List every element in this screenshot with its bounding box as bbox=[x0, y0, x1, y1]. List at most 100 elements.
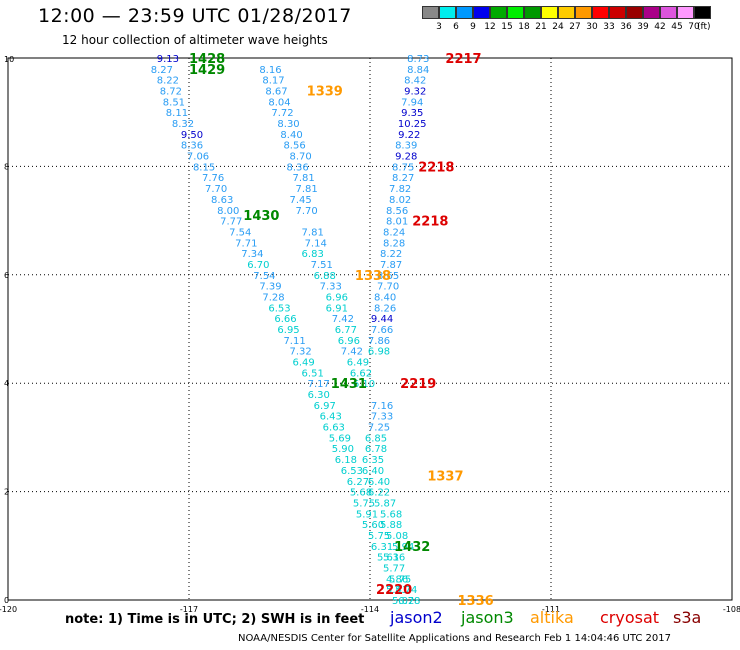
wave-height-value: 8.30 bbox=[277, 119, 299, 130]
color-scale-swatch bbox=[507, 6, 524, 19]
wave-height-value: 8.72 bbox=[160, 87, 182, 98]
wave-height-value: 9.44 bbox=[371, 314, 393, 325]
color-scale-label: 42 bbox=[654, 22, 666, 32]
wave-height-value: 6.62 bbox=[350, 368, 372, 379]
wave-height-value: 5.90 bbox=[332, 444, 354, 455]
wave-height-value: 7.82 bbox=[389, 184, 411, 195]
wave-height-value: 5.77 bbox=[383, 563, 405, 574]
wave-height-value: 5.69 bbox=[329, 433, 351, 444]
y-tick-label: 4 bbox=[4, 379, 9, 388]
color-scale-swatch bbox=[456, 6, 473, 19]
wave-height-value: 8.73 bbox=[407, 54, 429, 65]
wave-height-value: 7.87 bbox=[380, 260, 402, 271]
color-scale-label: 12 bbox=[484, 22, 496, 32]
wave-height-value: 8.42 bbox=[404, 76, 426, 87]
color-scale-label: 9 bbox=[470, 22, 476, 32]
wave-height-value: 7.06 bbox=[187, 152, 209, 163]
wave-height-value: 7.70 bbox=[377, 282, 399, 293]
wave-height-value: 5.88 bbox=[380, 520, 402, 531]
wave-height-value: 6.83 bbox=[302, 249, 324, 260]
pass-time-label: 1339 bbox=[307, 85, 343, 100]
color-scale-swatch bbox=[609, 6, 626, 19]
x-tick-label: -114 bbox=[361, 605, 379, 614]
y-tick-label: 8 bbox=[4, 162, 9, 171]
wave-height-value: 8.15 bbox=[193, 162, 215, 173]
wave-height-value: 6.35 bbox=[362, 455, 384, 466]
color-scale-label: 45 bbox=[671, 22, 683, 32]
color-scale-label: 3 bbox=[436, 22, 442, 32]
wave-height-value: 6.85 bbox=[365, 433, 387, 444]
wave-height-value: 8.67 bbox=[265, 87, 287, 98]
wave-height-value: 6.30 bbox=[308, 390, 330, 401]
wave-height-value: 7.11 bbox=[283, 336, 305, 347]
wave-height-value: 8.65 bbox=[377, 271, 399, 282]
wave-height-value: 7.42 bbox=[332, 314, 354, 325]
wave-height-value: 6.97 bbox=[314, 401, 336, 412]
color-scale-swatch bbox=[473, 6, 490, 19]
wave-height-value: 7.94 bbox=[401, 97, 423, 108]
footer-credit: NOAA/NESDIS Center for Satellite Applica… bbox=[238, 633, 671, 644]
color-scale-swatch bbox=[592, 6, 609, 19]
wave-height-value: 5.68 bbox=[350, 488, 372, 499]
wave-height-value: 9.28 bbox=[395, 152, 417, 163]
color-scale-swatch bbox=[694, 6, 711, 19]
wave-height-value: 7.86 bbox=[368, 336, 390, 347]
color-scale-swatch bbox=[490, 6, 507, 19]
color-scale-swatch bbox=[524, 6, 541, 19]
wave-height-value: 7.17 bbox=[308, 379, 330, 390]
color-scale-label: 18 bbox=[518, 22, 530, 32]
wave-height-value: 7.81 bbox=[296, 184, 318, 195]
wave-height-value: 6.40 bbox=[362, 466, 384, 477]
wave-height-value: 7.66 bbox=[371, 325, 393, 336]
wave-height-value: 7.33 bbox=[320, 282, 342, 293]
wave-height-value: 6.40 bbox=[368, 477, 390, 488]
chart-title: 12:00 — 23:59 UTC 01/28/2017 bbox=[38, 5, 352, 27]
wave-height-value: 6.27 bbox=[347, 477, 369, 488]
color-scale-label: 39 bbox=[637, 22, 649, 32]
pass-time-label: 2218 bbox=[418, 160, 454, 175]
wave-height-value: 6.51 bbox=[302, 368, 324, 379]
wave-height-value: 6.78 bbox=[398, 596, 420, 607]
wave-height-value: 5.02 bbox=[392, 596, 414, 607]
wave-height-value: 8.16 bbox=[259, 65, 281, 76]
wave-height-value: 6.22 bbox=[368, 488, 390, 499]
wave-height-value: 7.33 bbox=[371, 412, 393, 423]
wave-height-value: 7.72 bbox=[271, 108, 293, 119]
wave-height-value: 6.66 bbox=[274, 314, 296, 325]
wave-height-value: 8.70 bbox=[289, 152, 311, 163]
wave-height-value: 8.56 bbox=[386, 206, 408, 217]
pass-time-label: 1429 bbox=[189, 63, 225, 78]
wave-height-value: 8.39 bbox=[395, 141, 417, 152]
wave-height-value: 8.63 bbox=[211, 195, 233, 206]
wave-height-value: 9.22 bbox=[398, 130, 420, 141]
wave-height-value: 7.81 bbox=[293, 173, 315, 184]
x-tick-label: -108 bbox=[723, 605, 740, 614]
color-scale-label: 21 bbox=[535, 22, 547, 32]
wave-height-value: 5.91 bbox=[356, 509, 378, 520]
units-note: note: 1) Time is in UTC; 2) SWH is in fe… bbox=[65, 612, 365, 627]
wave-height-value: 6.49 bbox=[293, 358, 315, 369]
wave-height-value: 6.95 bbox=[277, 325, 299, 336]
wave-height-value: 6.91 bbox=[326, 303, 348, 314]
wave-height-value: 8.22 bbox=[380, 249, 402, 260]
color-scale-swatch bbox=[575, 6, 592, 19]
wave-height-value: 6.10 bbox=[353, 379, 375, 390]
wave-height-value: 6.53 bbox=[341, 466, 363, 477]
wave-height-value: 6.98 bbox=[368, 347, 390, 358]
wave-height-value: 8.40 bbox=[280, 130, 302, 141]
wave-height-value: 7.81 bbox=[302, 227, 324, 238]
wave-height-value: 5.61 bbox=[377, 553, 399, 564]
wave-height-value: 5.94 bbox=[392, 542, 414, 553]
wave-height-value: 7.16 bbox=[371, 401, 393, 412]
wave-height-value: 7.70 bbox=[205, 184, 227, 195]
color-scale-swatch bbox=[660, 6, 677, 19]
wave-height-value: 6.96 bbox=[326, 292, 348, 303]
wave-height-value: 7.42 bbox=[341, 347, 363, 358]
wave-height-value: 7.70 bbox=[296, 206, 318, 217]
wave-height-value: 8.51 bbox=[163, 97, 185, 108]
wave-height-value: 8.11 bbox=[166, 108, 188, 119]
wave-height-value: 6.88 bbox=[314, 271, 336, 282]
color-scale-swatch bbox=[558, 6, 575, 19]
legend-jason2: jason2 bbox=[390, 608, 443, 627]
wave-height-value: 8.27 bbox=[151, 65, 173, 76]
